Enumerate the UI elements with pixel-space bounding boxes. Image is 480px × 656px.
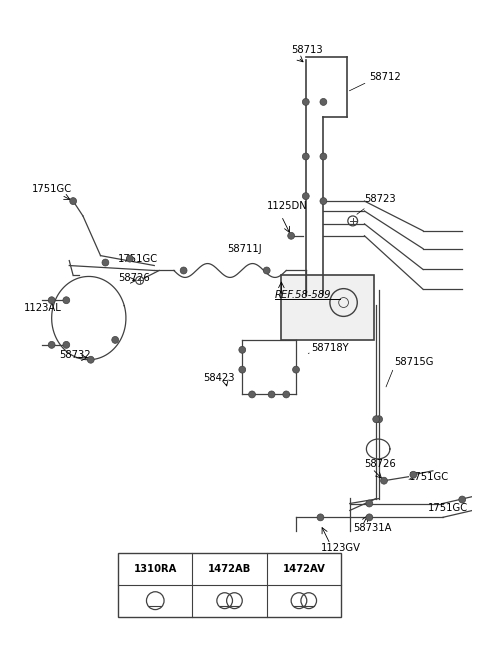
Circle shape [126, 255, 133, 262]
Circle shape [302, 193, 309, 199]
Circle shape [239, 346, 246, 354]
Text: REF.58-589: REF.58-589 [275, 290, 331, 300]
Text: 58718Y: 58718Y [312, 343, 349, 353]
Text: 1751GC: 1751GC [428, 503, 468, 514]
Circle shape [376, 416, 383, 422]
Circle shape [70, 197, 77, 205]
Circle shape [373, 416, 380, 422]
Bar [118, 553, 341, 617]
Text: 1310RA: 1310RA [133, 564, 177, 574]
Circle shape [63, 297, 70, 304]
Circle shape [288, 232, 295, 239]
Text: 1472AV: 1472AV [282, 564, 325, 574]
Circle shape [366, 514, 373, 521]
Text: 1125DN: 1125DN [267, 201, 308, 211]
Circle shape [366, 500, 373, 507]
Circle shape [459, 496, 466, 503]
Circle shape [239, 366, 246, 373]
Text: 1472AB: 1472AB [208, 564, 251, 574]
Circle shape [87, 356, 94, 363]
Circle shape [302, 98, 309, 106]
Circle shape [112, 337, 119, 343]
Text: 1751GC: 1751GC [118, 254, 158, 264]
Circle shape [381, 477, 387, 484]
Circle shape [102, 259, 109, 266]
Text: 58726: 58726 [118, 274, 150, 283]
Circle shape [320, 98, 327, 106]
Text: 58726: 58726 [364, 459, 396, 469]
Text: 58715G: 58715G [394, 357, 433, 367]
Text: 58713: 58713 [291, 45, 323, 55]
Circle shape [48, 341, 55, 348]
Text: 58712: 58712 [369, 72, 401, 82]
Circle shape [263, 267, 270, 274]
Circle shape [63, 341, 70, 348]
Circle shape [48, 297, 55, 304]
Text: 1751GC: 1751GC [408, 472, 449, 482]
Circle shape [317, 514, 324, 521]
Circle shape [180, 267, 187, 274]
Text: 58423: 58423 [203, 373, 235, 382]
Text: 1123GV: 1123GV [321, 543, 360, 553]
Circle shape [473, 492, 480, 499]
Circle shape [268, 391, 275, 398]
Circle shape [302, 153, 309, 160]
Circle shape [410, 471, 417, 478]
Circle shape [320, 197, 327, 205]
Text: 58723: 58723 [364, 194, 396, 204]
Text: 58732: 58732 [60, 350, 91, 359]
Circle shape [320, 153, 327, 160]
Text: 58711J: 58711J [228, 243, 262, 254]
Circle shape [283, 391, 289, 398]
Text: 1751GC: 1751GC [32, 184, 72, 194]
Text: 1123AL: 1123AL [24, 303, 62, 313]
Text: 58731A: 58731A [353, 523, 391, 533]
Circle shape [249, 391, 255, 398]
Bar [281, 276, 374, 340]
Circle shape [293, 366, 300, 373]
